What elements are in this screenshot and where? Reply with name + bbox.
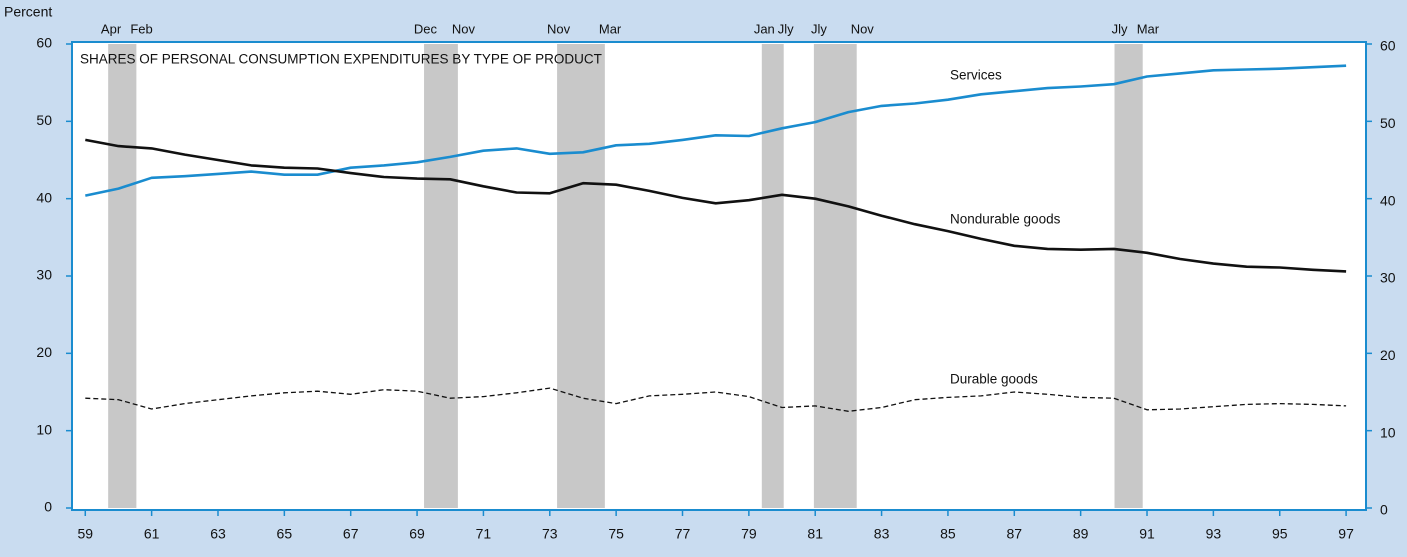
x-tick-label: 91 [1139, 526, 1155, 542]
y2-tick-label: 0 [1380, 502, 1388, 518]
x-tick-label: 77 [675, 526, 691, 542]
y2-tick-label: 10 [1380, 424, 1396, 440]
x-tick-label: 73 [542, 526, 558, 542]
recession-band [813, 44, 857, 508]
x-tick-label: 75 [608, 526, 624, 542]
x-tick-label: 93 [1206, 526, 1222, 542]
recession-band [761, 44, 784, 508]
x-tick-label: 79 [741, 526, 757, 542]
y2-tick-label: 40 [1380, 192, 1396, 208]
x-tick-label: 89 [1073, 526, 1089, 542]
x-tick-label: 67 [343, 526, 359, 542]
x-tick-label: 63 [210, 526, 226, 542]
recession-end-label: Nov [851, 21, 875, 36]
y-tick-label: 40 [36, 189, 52, 205]
plot-area [71, 41, 1367, 511]
x-tick-label: 85 [940, 526, 956, 542]
recession-end-label: Feb [130, 21, 152, 36]
y-axis-label: Percent [4, 4, 52, 20]
recession-start-label: Jly [1112, 21, 1128, 36]
x-tick-label: 61 [144, 526, 160, 542]
y2-tick-label: 30 [1380, 270, 1396, 286]
series-label: Durable goods [950, 372, 1038, 387]
x-tick-label: 69 [409, 526, 425, 542]
recession-band [424, 44, 458, 508]
recession-start-label: Dec [414, 21, 438, 36]
recession-band [1114, 44, 1143, 508]
recession-start-label: Jan [754, 21, 775, 36]
x-tick-label: 59 [77, 526, 93, 542]
x-tick-label: 97 [1338, 526, 1354, 542]
x-tick-label: 95 [1272, 526, 1288, 542]
recession-band [557, 44, 605, 508]
recession-band [108, 44, 137, 508]
chart-title: SHARES OF PERSONAL CONSUMPTION EXPENDITU… [80, 52, 602, 67]
series-line [85, 387, 1347, 412]
series-label: Services [950, 68, 1002, 83]
recession-layer [108, 44, 1143, 508]
x-tick-label: 87 [1007, 526, 1023, 542]
x-tick-label: 71 [476, 526, 492, 542]
recession-end-label: Nov [452, 21, 476, 36]
y-tick-label: 10 [36, 421, 52, 437]
y2-tick-label: 60 [1380, 38, 1396, 54]
y-tick-label: 20 [36, 344, 52, 360]
x-tick-label: 83 [874, 526, 890, 542]
y-tick-label: 60 [36, 35, 52, 51]
recession-start-label: Nov [547, 21, 571, 36]
recession-end-label: Mar [1137, 21, 1160, 36]
y2-tick-label: 20 [1380, 347, 1396, 363]
x-tick-label: 81 [807, 526, 823, 542]
series-label: Nondurable goods [950, 212, 1061, 227]
series-line [85, 138, 1347, 273]
recession-start-label: Jly [811, 21, 827, 36]
recession-end-label: Mar [599, 21, 622, 36]
recession-start-label: Apr [101, 21, 122, 36]
y-tick-label: 0 [44, 499, 52, 515]
series-line [85, 64, 1347, 197]
y2-tick-label: 50 [1380, 115, 1396, 131]
recession-end-label: Jly [778, 21, 794, 36]
x-tick-label: 65 [277, 526, 293, 542]
y-tick-label: 30 [36, 267, 52, 283]
y-tick-label: 50 [36, 112, 52, 128]
